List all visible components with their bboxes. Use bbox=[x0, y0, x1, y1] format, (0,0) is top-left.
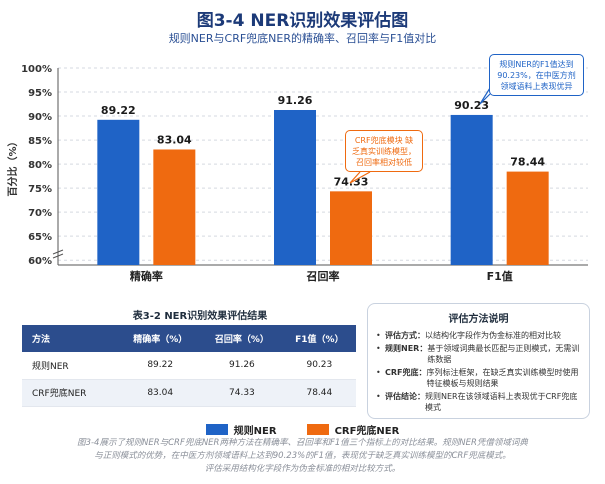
x-category-label: 精确率 bbox=[130, 269, 163, 283]
bar-value-label: 90.23 bbox=[454, 99, 489, 112]
bar-crf-ner bbox=[153, 149, 196, 265]
legend-swatch-blue bbox=[205, 424, 228, 435]
bullet-icon: • bbox=[376, 368, 381, 377]
y-tick-label: 75% bbox=[28, 184, 52, 195]
method-label: CRF兜底： bbox=[385, 368, 427, 377]
method-item: • 评估方式： 以结构化字段作为伪金标准的相对比较 bbox=[368, 330, 589, 341]
method-text: 基于领域词典最长匹配与正则模式，无需训练数据 bbox=[427, 344, 580, 364]
y-tick-label: 80% bbox=[28, 160, 52, 171]
method-label: 规则NER： bbox=[385, 344, 428, 353]
table-cell: 78.44 bbox=[282, 379, 356, 407]
table-cell: 74.33 bbox=[201, 379, 283, 407]
table-header-cell: 精确率（%） bbox=[119, 325, 202, 352]
method-item: • CRF兜底： 序列标注框架，在缺乏真实训练模型时使用特征模板与规则结果 bbox=[368, 367, 589, 389]
bullet-icon: • bbox=[376, 392, 381, 401]
table-cell: 83.04 bbox=[119, 379, 202, 407]
method-panel-title: 评估方法说明 bbox=[448, 314, 509, 325]
method-text: 以结构化字段作为伪金标准的相对比较 bbox=[425, 331, 561, 340]
method-text: 序列标注框架，在缺乏真实训练模型时使用特征模板与规则结果 bbox=[426, 368, 579, 388]
y-tick-label: 65% bbox=[28, 232, 52, 243]
y-tick-label: 100% bbox=[21, 64, 52, 75]
x-category-label: 召回率 bbox=[307, 269, 340, 283]
table-title: 表3-2 NER识别效果评估结果 bbox=[132, 311, 268, 322]
y-tick-label: 70% bbox=[28, 208, 52, 219]
legend-label: 规则NER bbox=[233, 426, 277, 437]
bullet-icon: • bbox=[376, 331, 381, 340]
bullet-icon: • bbox=[376, 344, 381, 353]
callout-pointer-orange bbox=[349, 171, 371, 184]
bar-rule-ner bbox=[450, 114, 493, 265]
method-text: 规则NER在该领域语料上表现优于CRF兜底模式 bbox=[425, 392, 578, 412]
axis-break-icon bbox=[52, 249, 64, 259]
figure-caption: 图3-4展示了规则NER与CRF兜底NER两种方法在精确率、召回率和F1值三个指… bbox=[30, 437, 575, 476]
y-tick-label: 95% bbox=[28, 88, 52, 99]
table-header-cell: 召回率（%） bbox=[201, 325, 283, 352]
method-label: 评估结论： bbox=[385, 392, 425, 401]
bar-rule-ner bbox=[97, 119, 140, 265]
caption-line: 图3-4展示了规则NER与CRF兜底NER两种方法在精确率、召回率和F1值三个指… bbox=[77, 438, 528, 448]
bar-value-label: 91.26 bbox=[278, 94, 313, 107]
caption-line: 评估采用结构化字段作为伪金标准的相对比较方式。 bbox=[204, 464, 401, 474]
y-tick-label: 60% bbox=[28, 256, 52, 267]
bar-value-label: 83.04 bbox=[157, 133, 192, 146]
bar-value-label: 78.44 bbox=[510, 156, 545, 169]
results-table: 方法 精确率（%） 召回率（%） F1值（%） 规则NER 89.22 91.2… bbox=[22, 325, 356, 407]
method-item: • 评估结论： 规则NER在该领域语料上表现优于CRF兜底模式 bbox=[368, 391, 589, 413]
bar-rule-ner bbox=[274, 109, 316, 265]
bar-value-label: 89.22 bbox=[101, 104, 136, 117]
table-cell: CRF兜底NER bbox=[22, 379, 120, 407]
table-cell: 90.23 bbox=[282, 352, 356, 380]
method-panel: 评估方法说明 • 评估方式： 以结构化字段作为伪金标准的相对比较 • 规则NER… bbox=[367, 303, 590, 419]
table-header-row: 方法 精确率（%） 召回率（%） F1值（%） bbox=[22, 325, 356, 352]
table-cell: 规则NER bbox=[22, 352, 120, 380]
f1-callout: 规则NER的F1值达到 90.23%，在中医方剂 领域语料上表现优异 bbox=[489, 54, 584, 96]
y-tick-label: 85% bbox=[28, 136, 52, 147]
crf-recall-callout: CRF兜底模块 缺乏真实训练模型， 召回率相对较低 bbox=[345, 130, 423, 172]
bar-chart: 60% 65% 70% 75% 80% 85% 90% 95% 100% 百分比（%） 89.22 8… bbox=[6, 64, 588, 283]
method-item: • 规则NER： 基于领域词典最长匹配与正则模式，无需训练数据 bbox=[368, 343, 589, 365]
chart-legend: 规则NER CRF兜底NER bbox=[0, 422, 605, 437]
method-label: 评估方式： bbox=[385, 331, 425, 340]
caption-line: 与正则模式的优势，在中医方剂领域语料上达到90.23%的F1值，表现优于缺乏真实… bbox=[94, 451, 511, 461]
legend-item-rule-ner: 规则NER bbox=[205, 422, 277, 437]
page-subtitle: 规则NER与CRF兜底NER的精确率、召回率与F1值对比 bbox=[168, 32, 437, 45]
page-title: 图3-4 NER识别效果评估图 bbox=[196, 11, 409, 31]
legend-item-crf-ner: CRF兜底NER bbox=[306, 422, 400, 437]
table-cell: 91.26 bbox=[201, 352, 283, 380]
y-tick-label: 90% bbox=[28, 112, 52, 123]
legend-swatch-orange bbox=[306, 424, 329, 435]
table-row: CRF兜底NER 83.04 74.33 78.44 bbox=[22, 379, 356, 407]
table-header-cell: F1值（%） bbox=[282, 325, 356, 352]
callout-pointer-blue bbox=[479, 87, 491, 105]
legend-label: CRF兜底NER bbox=[334, 426, 400, 437]
table-header-cell: 方法 bbox=[22, 325, 120, 352]
bar-crf-ner bbox=[330, 191, 372, 265]
bar-crf-ner bbox=[506, 171, 549, 265]
table-cell: 89.22 bbox=[119, 352, 202, 380]
table-row: 规则NER 89.22 91.26 90.23 bbox=[22, 352, 356, 380]
x-category-label: F1值 bbox=[487, 269, 513, 283]
y-axis-label: 百分比（%） bbox=[6, 136, 19, 196]
